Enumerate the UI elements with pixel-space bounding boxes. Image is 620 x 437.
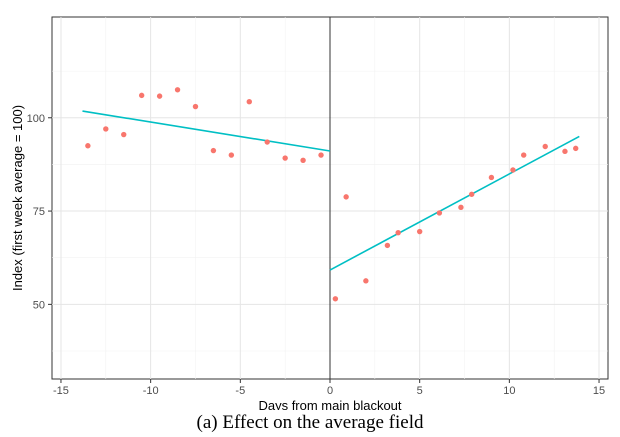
data-point — [156, 93, 163, 99]
data-point — [488, 174, 495, 181]
x-tick-label: 0 — [327, 385, 333, 397]
data-point — [332, 296, 339, 302]
data-point — [318, 152, 324, 158]
data-point — [562, 148, 568, 155]
data-point — [174, 87, 181, 93]
x-tick-label: -15 — [53, 385, 69, 397]
data-point — [521, 152, 527, 158]
data-point — [436, 210, 443, 216]
data-point — [300, 157, 306, 164]
data-point — [384, 242, 391, 249]
y-tick-label: 50 — [33, 299, 45, 311]
data-point — [192, 103, 199, 110]
data-point — [363, 278, 369, 284]
fit-lines — [82, 110, 580, 271]
data-point — [103, 126, 109, 132]
data-point — [282, 155, 288, 161]
fit-line — [329, 135, 580, 271]
x-axis-title: Days from main blackout — [258, 398, 401, 410]
figure-caption: (a) Effect on the average field — [196, 412, 424, 433]
data-point — [210, 147, 217, 154]
x-tick-label: -10 — [143, 385, 159, 397]
data-point — [395, 230, 401, 236]
fit-line — [82, 110, 331, 152]
x-tick-label: 5 — [417, 385, 423, 397]
x-tick-label: -5 — [235, 385, 245, 397]
scatter-chart: -15 -10 -5 0 5 10 15 50 75 100 Days from main bl… — [10, 16, 609, 410]
data-point — [85, 143, 91, 149]
x-tick-label: 15 — [593, 385, 605, 397]
data-point — [458, 204, 464, 211]
data-point — [573, 145, 579, 152]
x-tick-label: 10 — [503, 385, 515, 397]
data-point — [542, 143, 548, 150]
x-axis-ticks: -15 -10 -5 0 5 10 15 — [53, 379, 605, 397]
data-point — [468, 191, 475, 197]
data-point — [416, 228, 423, 235]
y-tick-label: 75 — [33, 206, 45, 218]
data-point — [510, 167, 516, 173]
data-point — [264, 139, 270, 145]
data-point — [121, 131, 127, 138]
y-axis-ticks: 50 75 100 — [27, 113, 52, 311]
data-point — [228, 152, 235, 158]
data-point — [246, 99, 252, 105]
data-points — [85, 87, 579, 302]
data-point — [138, 92, 145, 99]
y-axis-title: Index (first week average = 100) — [10, 105, 25, 291]
data-point — [343, 194, 349, 200]
y-tick-label: 100 — [27, 113, 45, 125]
